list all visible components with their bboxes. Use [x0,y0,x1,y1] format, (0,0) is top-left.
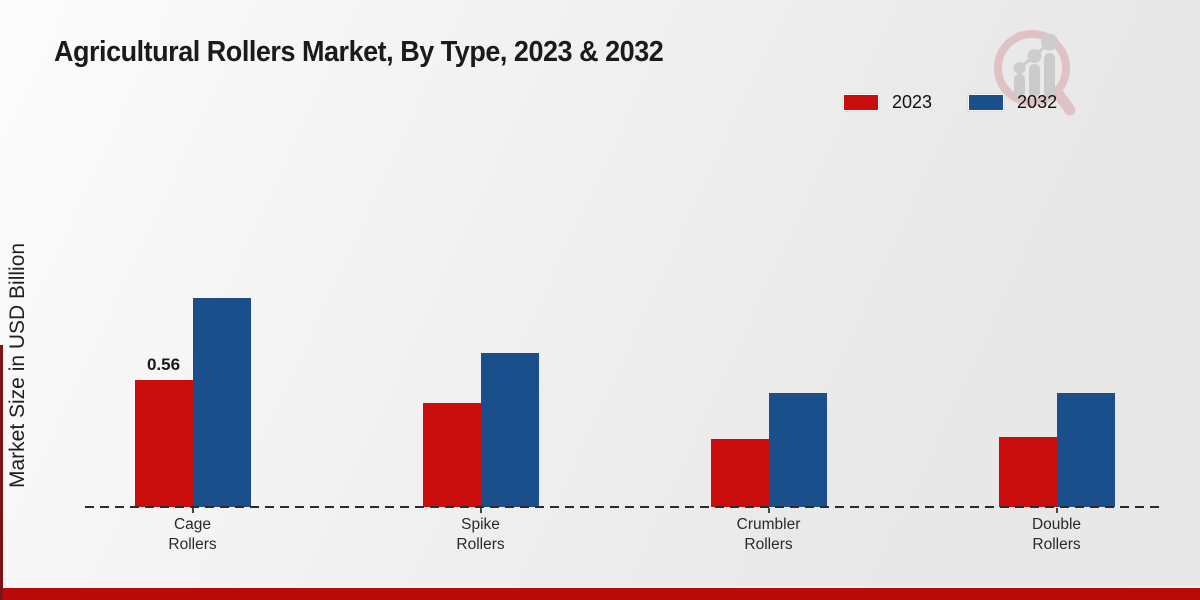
category-label-spike-rollers: Spike Rollers [456,516,505,553]
legend-item-2032: 2032 [968,92,1057,113]
category-label-cage-rollers: Cage Rollers [168,516,217,553]
bar-2032-cage-rollers [192,298,251,507]
bar-2023-cage-rollers [134,380,193,507]
bar-2032-spike-rollers [480,353,539,507]
left-accent-strip [0,345,3,600]
x-axis-tick-spike-rollers [479,508,482,513]
legend-swatch-2023 [843,94,879,111]
y-axis-label: Market Size in USD Billion [6,242,29,488]
legend-label-2032: 2032 [1017,92,1058,112]
category-label-double-rollers: Double Rollers [1031,516,1082,553]
category-label-crumbler-rollers: Crumbler Rollers [736,516,801,553]
bar-2023-crumbler-rollers [710,439,769,507]
chart-title: Agricultural Rollers Market, By Type, 20… [54,36,664,68]
bottom-accent-bar [0,588,1200,600]
bottom-accent-edge [0,586,1200,588]
legend-item-2023: 2023 [843,92,932,113]
bar-2032-double-rollers [1056,393,1115,507]
bar-2032-crumbler-rollers [768,393,827,507]
market-research-logo-icon [990,26,1080,118]
bar-2023-spike-rollers [422,403,481,507]
legend: 2023 2032 [843,92,1057,113]
x-axis-baseline [85,506,1165,508]
legend-swatch-2032 [968,94,1005,111]
x-axis-tick-double-rollers [1055,508,1058,513]
x-axis-tick-cage-rollers [191,508,194,513]
bar-2023-double-rollers [998,437,1057,507]
legend-label-2023: 2023 [892,92,933,112]
bar-value-label-2023-cage-rollers: 0.56 [146,355,181,374]
x-axis-tick-crumbler-rollers [767,508,770,513]
